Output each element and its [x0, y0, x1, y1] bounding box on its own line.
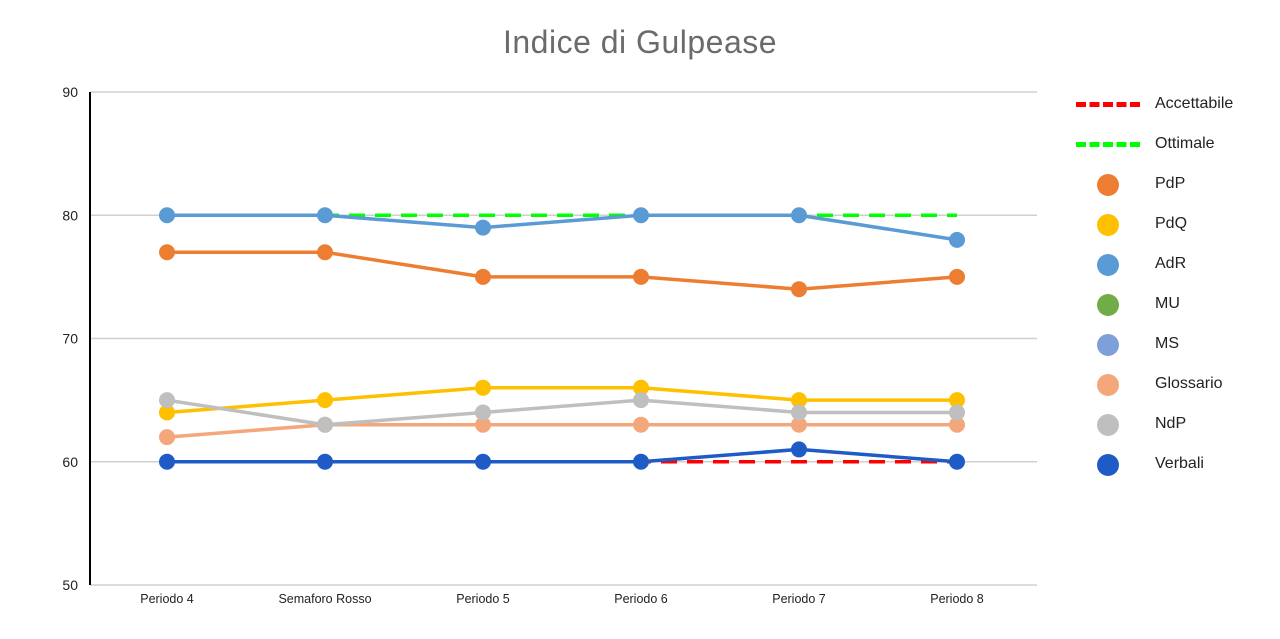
- data-point-pdq: [633, 379, 649, 396]
- x-tick-label: Periodo 5: [456, 592, 510, 606]
- legend-dash-marker: [1076, 142, 1140, 147]
- y-tick-label: 80: [62, 207, 78, 223]
- legend-label: NdP: [1155, 415, 1187, 432]
- legend-dot-marker: [1097, 214, 1119, 236]
- data-point-adr: [159, 207, 175, 224]
- legend-swatch: [1070, 166, 1146, 202]
- y-tick-label: 50: [62, 577, 78, 593]
- data-point-pdq: [159, 404, 175, 421]
- y-tick-label: 60: [62, 454, 78, 470]
- legend-swatch: [1070, 446, 1146, 482]
- legend-dot-marker: [1097, 254, 1119, 276]
- legend-swatch: [1070, 366, 1146, 402]
- legend-item-glossario: Glossario: [1070, 364, 1270, 404]
- x-tick-label: Periodo 4: [140, 592, 194, 606]
- data-point-pdp: [475, 268, 491, 285]
- data-point-pdq: [949, 392, 965, 409]
- legend-swatch: [1070, 206, 1146, 242]
- legend-item-verbali: Verbali: [1070, 444, 1270, 484]
- legend-swatch: [1070, 86, 1146, 122]
- data-point-verbali: [317, 453, 333, 470]
- legend-label: MS: [1155, 335, 1179, 352]
- data-point-pdq: [317, 392, 333, 409]
- x-tick-label: Periodo 7: [772, 592, 826, 606]
- x-tick-label: Periodo 8: [930, 592, 984, 606]
- legend-label: Ottimale: [1155, 135, 1215, 152]
- data-point-verbali: [159, 453, 175, 470]
- data-point-verbali: [949, 453, 965, 470]
- legend-dot-marker: [1097, 454, 1119, 476]
- legend-label: PdQ: [1155, 215, 1188, 232]
- legend-dash-marker: [1076, 102, 1140, 107]
- data-point-adr: [791, 207, 807, 224]
- data-point-ndp: [317, 416, 333, 433]
- legend-item-ottimale: Ottimale: [1070, 124, 1270, 164]
- legend-label: Verbali: [1155, 455, 1204, 472]
- data-point-adr: [317, 207, 333, 224]
- legend-swatch: [1070, 246, 1146, 282]
- data-point-pdp: [633, 268, 649, 285]
- legend-label: PdP: [1155, 175, 1186, 192]
- x-tick-label: Periodo 6: [614, 592, 668, 606]
- legend-label: MU: [1155, 295, 1180, 312]
- series-line-ndp: [166, 398, 957, 427]
- data-point-pdp: [949, 268, 965, 285]
- series-line-adr: [167, 213, 958, 242]
- data-point-ndp: [159, 392, 175, 409]
- legend-item-ndp: NdP: [1070, 404, 1270, 444]
- data-point-pdp: [159, 244, 175, 261]
- legend-swatch: [1070, 286, 1146, 322]
- legend-dot-marker: [1097, 414, 1119, 436]
- series-line-pdp: [167, 250, 958, 291]
- legend-swatch: [1070, 406, 1146, 442]
- legend-item-adr: AdR: [1070, 244, 1270, 284]
- legend-item-ms: MS: [1070, 324, 1270, 364]
- chart-title: Indice di Gulpease: [502, 24, 778, 60]
- data-point-pdp: [791, 281, 807, 298]
- series-line-pdq: [166, 386, 957, 415]
- data-point-verbali: [475, 453, 491, 470]
- legend-item-mu: MU: [1070, 284, 1270, 324]
- legend-swatch: [1070, 126, 1146, 162]
- data-point-verbali: [791, 441, 807, 458]
- series-line-glossario: [166, 423, 957, 439]
- legend-item-pdq: PdQ: [1070, 204, 1270, 244]
- data-point-ndp: [791, 404, 807, 421]
- chart-legend: Accettabile Ottimale PdP PdQ AdR MU MS Glossari…: [1070, 84, 1270, 484]
- legend-item-pdp: PdP: [1070, 164, 1270, 204]
- legend-item-accettabile: Accettabile: [1070, 84, 1270, 124]
- legend-dot-marker: [1097, 334, 1119, 356]
- data-point-adr: [633, 207, 649, 224]
- data-point-adr: [475, 219, 491, 236]
- legend-label: Glossario: [1155, 375, 1223, 392]
- y-tick-label: 90: [62, 84, 78, 100]
- legend-dot-marker: [1097, 374, 1119, 396]
- data-point-glossario: [633, 416, 649, 433]
- legend-dot-marker: [1097, 294, 1119, 316]
- data-point-pdq: [791, 392, 807, 409]
- data-point-ndp: [475, 404, 491, 421]
- data-point-ndp: [633, 392, 649, 409]
- data-point-pdq: [475, 379, 491, 396]
- legend-dot-marker: [1097, 174, 1119, 196]
- data-point-glossario: [949, 416, 965, 433]
- y-tick-label: 70: [62, 331, 78, 347]
- data-point-ndp: [949, 404, 965, 421]
- data-point-verbali: [633, 453, 649, 470]
- series-line-verbali: [167, 447, 958, 464]
- data-point-glossario: [791, 416, 807, 433]
- data-point-glossario: [159, 429, 175, 446]
- legend-label: AdR: [1155, 255, 1187, 272]
- data-point-glossario: [475, 416, 491, 433]
- x-tick-label: Semaforo Rosso: [278, 592, 371, 606]
- data-point-adr: [949, 231, 965, 248]
- data-point-pdp: [317, 244, 333, 261]
- legend-swatch: [1070, 326, 1146, 362]
- legend-label: Accettabile: [1155, 95, 1234, 112]
